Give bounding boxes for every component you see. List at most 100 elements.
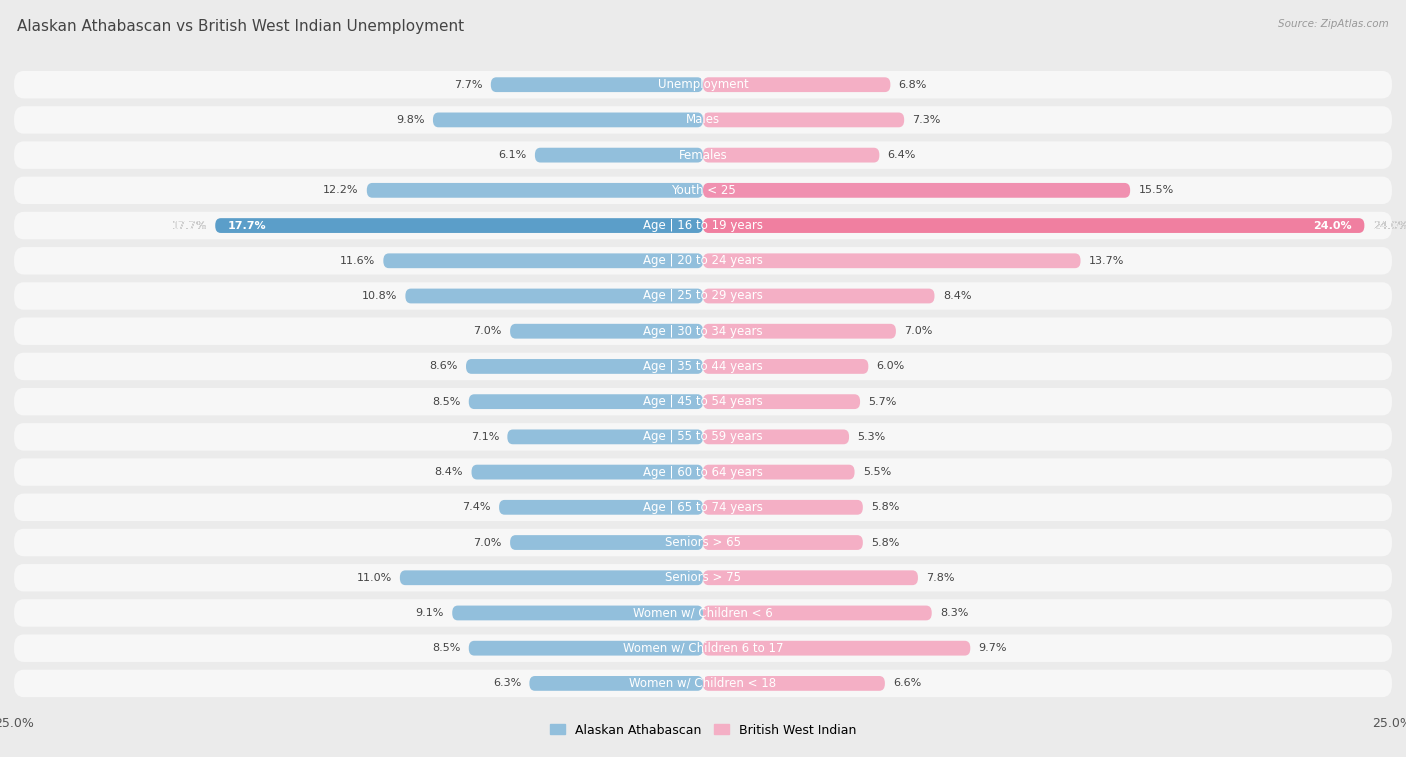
FancyBboxPatch shape: [14, 494, 1392, 521]
Text: 9.8%: 9.8%: [396, 115, 425, 125]
Text: 7.1%: 7.1%: [471, 432, 499, 442]
Text: 7.3%: 7.3%: [912, 115, 941, 125]
FancyBboxPatch shape: [14, 529, 1392, 556]
Text: 5.7%: 5.7%: [869, 397, 897, 407]
FancyBboxPatch shape: [14, 458, 1392, 486]
FancyBboxPatch shape: [14, 634, 1392, 662]
Text: 24.0%: 24.0%: [1372, 220, 1406, 231]
FancyBboxPatch shape: [468, 640, 703, 656]
Text: 13.7%: 13.7%: [1088, 256, 1125, 266]
Text: Age | 45 to 54 years: Age | 45 to 54 years: [643, 395, 763, 408]
FancyBboxPatch shape: [367, 183, 703, 198]
Text: Unemployment: Unemployment: [658, 78, 748, 91]
Text: 8.5%: 8.5%: [432, 643, 461, 653]
FancyBboxPatch shape: [703, 218, 1364, 233]
Text: 24.0%: 24.0%: [1372, 220, 1406, 231]
FancyBboxPatch shape: [510, 535, 703, 550]
Text: 9.1%: 9.1%: [416, 608, 444, 618]
Text: 6.8%: 6.8%: [898, 79, 927, 89]
FancyBboxPatch shape: [14, 317, 1392, 345]
Text: Youth < 25: Youth < 25: [671, 184, 735, 197]
Text: Women w/ Children 6 to 17: Women w/ Children 6 to 17: [623, 642, 783, 655]
Text: 12.2%: 12.2%: [323, 185, 359, 195]
FancyBboxPatch shape: [703, 359, 869, 374]
Text: 6.6%: 6.6%: [893, 678, 921, 688]
FancyBboxPatch shape: [703, 429, 849, 444]
Text: 7.8%: 7.8%: [927, 573, 955, 583]
FancyBboxPatch shape: [14, 212, 1392, 239]
FancyBboxPatch shape: [405, 288, 703, 304]
Text: Women w/ Children < 18: Women w/ Children < 18: [630, 677, 776, 690]
FancyBboxPatch shape: [703, 676, 884, 691]
Text: 5.8%: 5.8%: [872, 537, 900, 547]
Text: 7.0%: 7.0%: [474, 537, 502, 547]
FancyBboxPatch shape: [703, 535, 863, 550]
FancyBboxPatch shape: [433, 113, 703, 127]
Text: Age | 20 to 24 years: Age | 20 to 24 years: [643, 254, 763, 267]
Text: Age | 25 to 29 years: Age | 25 to 29 years: [643, 289, 763, 303]
Text: Seniors > 65: Seniors > 65: [665, 536, 741, 549]
FancyBboxPatch shape: [14, 176, 1392, 204]
FancyBboxPatch shape: [453, 606, 703, 621]
Text: 7.0%: 7.0%: [474, 326, 502, 336]
FancyBboxPatch shape: [534, 148, 703, 163]
Text: Age | 65 to 74 years: Age | 65 to 74 years: [643, 501, 763, 514]
Legend: Alaskan Athabascan, British West Indian: Alaskan Athabascan, British West Indian: [546, 718, 860, 742]
FancyBboxPatch shape: [14, 282, 1392, 310]
FancyBboxPatch shape: [384, 254, 703, 268]
Text: 17.7%: 17.7%: [172, 220, 207, 231]
FancyBboxPatch shape: [499, 500, 703, 515]
FancyBboxPatch shape: [703, 640, 970, 656]
FancyBboxPatch shape: [703, 570, 918, 585]
Text: 17.7%: 17.7%: [228, 220, 266, 231]
FancyBboxPatch shape: [703, 500, 863, 515]
FancyBboxPatch shape: [14, 142, 1392, 169]
FancyBboxPatch shape: [703, 465, 855, 479]
Text: 9.7%: 9.7%: [979, 643, 1007, 653]
FancyBboxPatch shape: [465, 359, 703, 374]
FancyBboxPatch shape: [14, 247, 1392, 275]
FancyBboxPatch shape: [491, 77, 703, 92]
Text: 8.6%: 8.6%: [429, 361, 458, 372]
Text: 8.4%: 8.4%: [943, 291, 972, 301]
FancyBboxPatch shape: [703, 288, 935, 304]
Text: Age | 60 to 64 years: Age | 60 to 64 years: [643, 466, 763, 478]
Text: 5.5%: 5.5%: [863, 467, 891, 477]
Text: 7.4%: 7.4%: [463, 503, 491, 512]
Text: 6.0%: 6.0%: [876, 361, 905, 372]
FancyBboxPatch shape: [14, 388, 1392, 416]
Text: 8.5%: 8.5%: [432, 397, 461, 407]
Text: 10.8%: 10.8%: [361, 291, 396, 301]
Text: Seniors > 75: Seniors > 75: [665, 572, 741, 584]
FancyBboxPatch shape: [399, 570, 703, 585]
Text: Source: ZipAtlas.com: Source: ZipAtlas.com: [1278, 19, 1389, 29]
Text: 7.7%: 7.7%: [454, 79, 482, 89]
Text: 5.3%: 5.3%: [858, 432, 886, 442]
Text: 6.4%: 6.4%: [887, 150, 917, 160]
FancyBboxPatch shape: [14, 564, 1392, 591]
Text: 8.3%: 8.3%: [941, 608, 969, 618]
Text: 8.4%: 8.4%: [434, 467, 463, 477]
Text: Age | 55 to 59 years: Age | 55 to 59 years: [643, 431, 763, 444]
FancyBboxPatch shape: [530, 676, 703, 691]
FancyBboxPatch shape: [14, 670, 1392, 697]
FancyBboxPatch shape: [703, 606, 932, 621]
Text: 6.3%: 6.3%: [494, 678, 522, 688]
FancyBboxPatch shape: [703, 183, 1130, 198]
FancyBboxPatch shape: [14, 353, 1392, 380]
FancyBboxPatch shape: [14, 600, 1392, 627]
FancyBboxPatch shape: [14, 71, 1392, 98]
FancyBboxPatch shape: [14, 423, 1392, 450]
Text: 11.0%: 11.0%: [356, 573, 392, 583]
Text: Age | 30 to 34 years: Age | 30 to 34 years: [643, 325, 763, 338]
FancyBboxPatch shape: [703, 254, 1081, 268]
FancyBboxPatch shape: [703, 324, 896, 338]
FancyBboxPatch shape: [508, 429, 703, 444]
FancyBboxPatch shape: [14, 106, 1392, 134]
Text: 15.5%: 15.5%: [1139, 185, 1174, 195]
Text: Alaskan Athabascan vs British West Indian Unemployment: Alaskan Athabascan vs British West India…: [17, 19, 464, 34]
Text: Age | 35 to 44 years: Age | 35 to 44 years: [643, 360, 763, 373]
FancyBboxPatch shape: [471, 465, 703, 479]
Text: 11.6%: 11.6%: [340, 256, 375, 266]
FancyBboxPatch shape: [468, 394, 703, 409]
